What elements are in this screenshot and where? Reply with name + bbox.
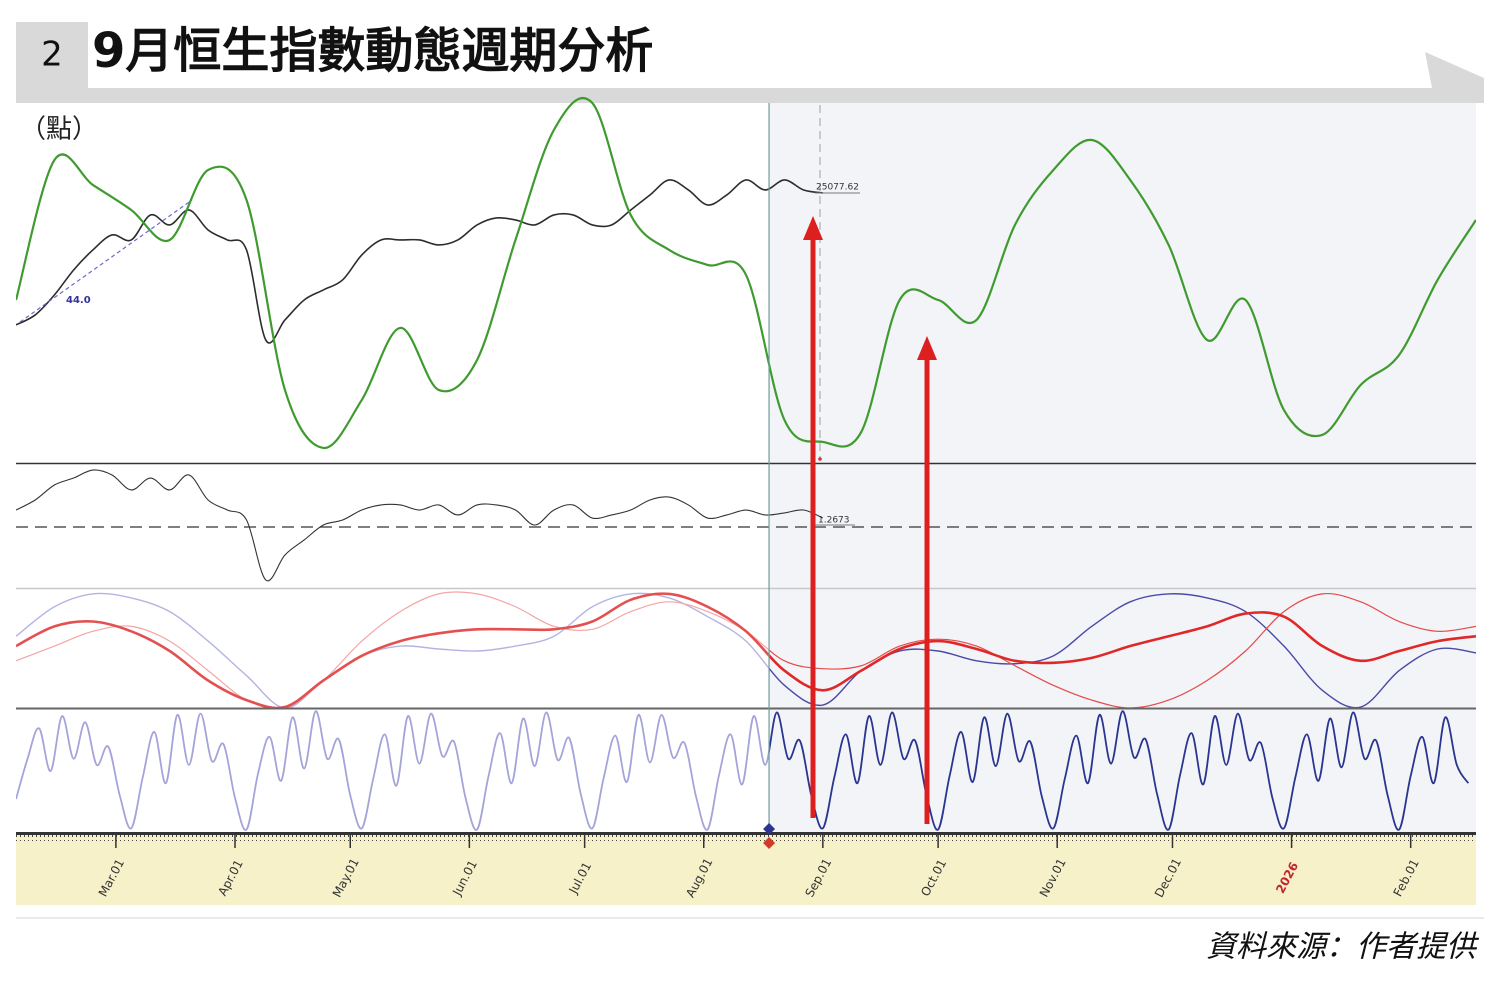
header-band	[16, 52, 1484, 103]
trend-line	[19, 199, 193, 323]
series-line	[16, 469, 824, 582]
arrow-head	[917, 336, 937, 360]
marker	[818, 457, 822, 461]
panel	[16, 710, 1470, 831]
figure-number: 2	[41, 35, 63, 75]
last-ratio-label: 1.2673	[818, 516, 850, 526]
date-axis-band	[16, 835, 1476, 905]
series-line	[16, 96, 1476, 450]
divider-marker	[763, 823, 776, 835]
series-line	[16, 710, 1470, 831]
projection-area	[769, 103, 1476, 832]
series-line	[16, 179, 823, 344]
source-note: 資料來源：作者提供	[1206, 930, 1480, 965]
figure-title: 9月恒生指數動態週期分析	[92, 23, 653, 79]
number-box	[16, 22, 88, 88]
trend-label: 44.0	[66, 295, 91, 306]
series-line	[16, 592, 1476, 708]
series-line	[16, 592, 1476, 708]
panels	[16, 96, 1476, 831]
arrow-head	[803, 216, 823, 240]
last-price-label: 25077.62	[816, 183, 859, 193]
axis-ruler	[16, 835, 1476, 841]
panel	[16, 469, 1476, 582]
axis-line	[16, 832, 1476, 835]
panel	[16, 96, 1476, 450]
divider-marker	[763, 837, 776, 849]
y-axis-label: （點）	[20, 115, 98, 145]
panel	[16, 591, 1476, 708]
